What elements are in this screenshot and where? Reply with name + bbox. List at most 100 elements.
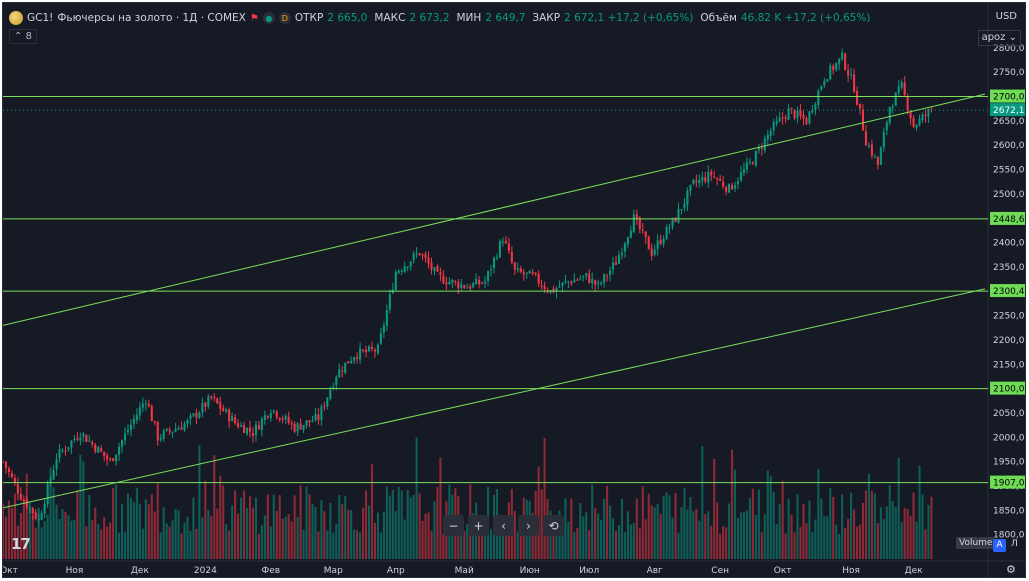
tradingview-logo[interactable]: 17 [11, 535, 31, 553]
candle-body [805, 118, 808, 125]
symbol-description[interactable]: Фьючерсы на золото · 1Д · COMEX [57, 12, 246, 24]
candle-body [55, 459, 58, 470]
auto-scale-button[interactable]: A [993, 539, 1006, 552]
zoom-in-button[interactable]: + [468, 515, 489, 536]
volume-bar [585, 512, 588, 559]
price-chart[interactable]: 1800,01850,01900,01950,02000,02050,02100… [3, 3, 1026, 578]
candle-body [733, 185, 737, 189]
volume-bar [626, 511, 629, 559]
volume-bar [222, 485, 225, 559]
symbol-name[interactable]: GC1! [27, 12, 54, 24]
market-status-icon[interactable]: ● [262, 12, 275, 24]
volume-bar [603, 499, 606, 559]
candle-body [588, 273, 591, 283]
volume-bar [82, 461, 85, 559]
volume-bar [775, 523, 778, 559]
chevron-up-icon: ⌃ [14, 31, 23, 42]
flag-icon[interactable]: ⚑ [249, 12, 259, 24]
volume-bar [251, 507, 255, 559]
volume-bar [820, 498, 823, 559]
volume-bar [326, 530, 329, 559]
candle-body [97, 446, 100, 453]
candle-body [156, 422, 159, 441]
candle-body [382, 325, 385, 333]
scroll-right-button[interactable]: › [518, 515, 539, 536]
volume-bar [418, 493, 421, 559]
volume-bar [165, 523, 168, 559]
candle-body [775, 120, 778, 124]
volume-bar [567, 521, 570, 559]
volume-bar [43, 521, 46, 559]
candle-body [275, 411, 278, 418]
candle-body [195, 412, 198, 418]
indicators-toggle[interactable]: ⌃ 8 [9, 29, 37, 44]
candle-body [594, 280, 597, 285]
gear-icon[interactable]: ⚙ [1006, 563, 1016, 576]
y-tick-label: 2550,0 [993, 166, 1025, 176]
candle-body [338, 369, 341, 378]
volume-bar [52, 487, 55, 559]
volume-bar [757, 489, 760, 559]
reset-chart-button[interactable]: ⟲ [543, 515, 564, 536]
candle-body [713, 176, 716, 178]
candle-body [82, 433, 85, 437]
candle-body [867, 145, 870, 147]
ohlc-close-value: 2 672,1 +17,2 (+0,65%) [564, 12, 694, 24]
volume-bar [680, 507, 683, 559]
volume-bar [76, 490, 79, 559]
candle-body [864, 131, 868, 146]
currency-label[interactable]: USD [995, 11, 1017, 22]
candle-body [159, 437, 162, 440]
source-badge[interactable]: D [278, 12, 291, 24]
volume-bar [373, 523, 377, 559]
candle-body [120, 440, 124, 447]
log-scale-button[interactable]: Л [1011, 539, 1018, 549]
candle-body [632, 214, 635, 233]
volume-bar [885, 506, 888, 559]
volume-bar [844, 528, 847, 559]
candle-body [906, 96, 909, 111]
candle-body [763, 138, 766, 151]
candle-body [287, 416, 290, 424]
volume-bar [614, 531, 618, 559]
volume-bar [97, 524, 100, 559]
volume-bar [719, 533, 722, 559]
volume-bar [900, 522, 903, 559]
volume-bar [760, 532, 763, 559]
volume-bar [19, 512, 22, 559]
candle-body [772, 122, 775, 131]
candle-body [885, 122, 888, 131]
volume-bar [704, 514, 707, 559]
candle-body [870, 144, 873, 156]
candle-body [888, 107, 891, 123]
volume-bar [808, 500, 811, 559]
volume-bar [826, 516, 829, 559]
volume-bar [305, 486, 308, 559]
candle-body [112, 458, 115, 461]
candle-body [858, 103, 862, 109]
volume-bar [344, 495, 347, 559]
candle-body [43, 503, 46, 514]
candle-body [290, 423, 293, 425]
zoom-out-button[interactable]: − [443, 515, 464, 536]
candle-body [716, 178, 719, 180]
scale-mode-select[interactable]: apoz ⌄ [977, 30, 1021, 46]
volume-bar [641, 486, 644, 559]
volume-badge[interactable]: Volume [956, 537, 996, 549]
candle-body [689, 184, 692, 191]
volume-bar [141, 528, 144, 559]
candle-body [418, 253, 421, 256]
volume-bar [710, 525, 713, 559]
volume-bar [379, 532, 382, 559]
volume-bar [686, 509, 689, 559]
candle-body [76, 438, 79, 440]
candle-body [695, 180, 698, 183]
volume-bar [873, 493, 876, 559]
candle-body [912, 117, 915, 127]
volume-bar [597, 513, 600, 559]
candle-body [302, 425, 305, 431]
volume-bar [489, 529, 493, 559]
candle-body [653, 249, 656, 255]
volume-bar [144, 499, 147, 559]
scroll-left-button[interactable]: ‹ [493, 515, 514, 536]
